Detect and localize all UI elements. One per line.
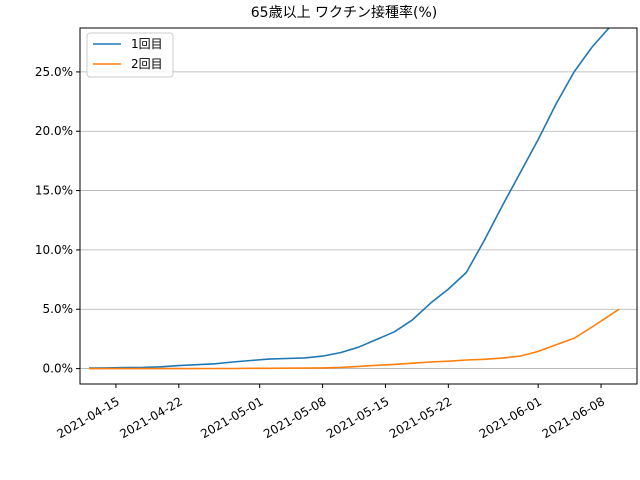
y-tick-label: 25.0% [35, 65, 73, 79]
y-tick-label: 5.0% [43, 302, 74, 316]
y-tick-label: 0.0% [43, 362, 74, 376]
x-tick-label: 2021-05-08 [261, 394, 328, 441]
y-tick-label: 20.0% [35, 124, 73, 138]
y-tick-label: 10.0% [35, 243, 73, 257]
grid-lines [80, 71, 637, 369]
y-axis: 0.0% 5.0% 10.0% 15.0% 20.0% 25.0% [35, 65, 80, 376]
chart-title: 65歳以上 ワクチン接種率(%) [251, 4, 438, 21]
x-tick-label: 2021-04-15 [55, 394, 122, 441]
series-layer [88, 28, 620, 370]
x-tick-label: 2021-05-15 [324, 394, 391, 441]
series-line-2 [89, 308, 620, 370]
series-line-1 [88, 28, 611, 369]
x-tick-label: 2021-06-01 [477, 394, 544, 441]
x-tick-label: 2021-05-01 [198, 394, 265, 441]
x-tick-label: 2021-04-22 [117, 394, 184, 441]
y-tick-label: 15.0% [35, 184, 73, 198]
legend-label-1: 1回目 [131, 37, 163, 51]
plot-frame [79, 27, 638, 385]
x-tick-label: 2021-06-08 [540, 394, 607, 441]
x-tick-label: 2021-05-22 [387, 394, 454, 441]
legend-label-2: 2回目 [131, 57, 163, 71]
